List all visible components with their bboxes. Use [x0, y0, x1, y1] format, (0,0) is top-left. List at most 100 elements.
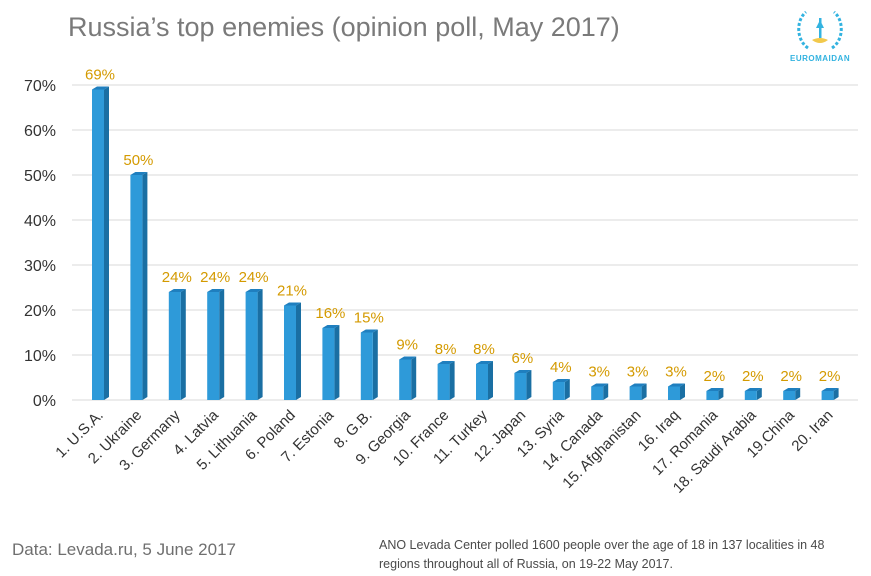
bar-top — [783, 388, 801, 391]
bar — [92, 86, 109, 400]
bar-side — [526, 370, 532, 400]
logo-text: EUROMAIDAN — [790, 54, 851, 63]
bar-side — [603, 383, 609, 400]
y-tick-label: 10% — [24, 348, 56, 365]
bar-front — [514, 373, 527, 400]
data-label: 3% — [665, 364, 687, 381]
bar — [245, 289, 263, 400]
data-label: 2% — [704, 368, 726, 385]
bar-front — [207, 292, 220, 400]
bar — [437, 361, 455, 400]
bar-side — [449, 361, 455, 400]
data-label: 24% — [239, 269, 269, 286]
bar — [629, 383, 647, 400]
bar-front — [476, 364, 488, 400]
data-label: 15% — [354, 310, 384, 327]
bar-front — [629, 386, 642, 400]
bar-front — [322, 328, 335, 400]
bar-front — [552, 382, 565, 400]
bar — [514, 370, 532, 400]
bar-front — [783, 391, 796, 400]
bar-front — [437, 364, 450, 400]
y-tick-label: 50% — [24, 168, 56, 185]
bar-front — [744, 391, 757, 400]
bar — [552, 379, 570, 400]
bar-side — [488, 361, 493, 400]
data-label: 24% — [162, 269, 192, 286]
bar-side — [104, 86, 109, 400]
data-label: 4% — [550, 359, 572, 376]
bar-top — [821, 388, 839, 391]
bar — [668, 383, 685, 400]
bar-top — [437, 361, 455, 364]
bar-top — [744, 388, 762, 391]
bar-front — [168, 292, 181, 400]
data-label: 50% — [123, 152, 153, 169]
bar-top — [591, 383, 609, 387]
y-tick-label: 30% — [24, 258, 56, 275]
bar-side — [219, 289, 225, 400]
bar-front — [92, 89, 104, 400]
bar-top — [245, 289, 263, 292]
bar-side — [833, 388, 839, 400]
bar-side — [641, 383, 647, 400]
y-tick-label: 20% — [24, 303, 56, 320]
data-label: 3% — [627, 364, 649, 381]
methodology-note: ANO Levada Center polled 1600 people ove… — [379, 538, 825, 571]
bar-top — [130, 172, 148, 175]
bar-top — [706, 388, 724, 391]
bar — [744, 388, 762, 400]
bar-front — [668, 386, 680, 400]
chart-title: Russia’s top enemies (opinion poll, May … — [68, 12, 620, 42]
bar-side — [142, 172, 148, 400]
bar-side — [795, 388, 801, 400]
bar-front — [591, 386, 604, 400]
bar — [399, 356, 417, 400]
bar — [207, 289, 225, 400]
data-label: 24% — [200, 269, 230, 286]
bar — [130, 172, 148, 400]
bar-front — [399, 359, 412, 400]
bar-front — [245, 292, 258, 400]
bar-top — [168, 289, 186, 292]
data-label: 2% — [742, 368, 764, 385]
laurel-wreath-icon — [797, 10, 843, 50]
data-label: 16% — [315, 305, 345, 322]
bar — [168, 289, 186, 400]
bar-top — [668, 383, 685, 387]
data-label: 2% — [819, 368, 841, 385]
bar-side — [257, 289, 263, 400]
data-label: 21% — [277, 283, 307, 300]
bar — [783, 388, 801, 400]
y-tick-label: 0% — [33, 393, 56, 410]
y-tick-label: 40% — [24, 213, 56, 230]
bar-top — [360, 329, 378, 333]
data-label: 8% — [435, 341, 457, 358]
bar-top — [284, 302, 301, 306]
data-label: 3% — [588, 364, 610, 381]
bar-front — [821, 391, 834, 400]
bar-side — [680, 383, 685, 400]
bar — [591, 383, 609, 400]
bar — [706, 388, 724, 400]
bar-top — [514, 370, 532, 373]
data-label: 69% — [85, 67, 115, 84]
bar-side — [296, 302, 301, 400]
data-label: 6% — [512, 350, 534, 367]
source-text: Data: Levada.ru, 5 June 2017 — [12, 540, 236, 559]
bar — [360, 329, 378, 400]
bar-side — [334, 325, 340, 400]
bar-side — [372, 329, 378, 400]
y-tick-label: 60% — [24, 123, 56, 140]
bar-top — [399, 356, 417, 360]
bar-side — [718, 388, 724, 400]
data-label: 8% — [473, 341, 495, 358]
bar-top — [92, 86, 109, 90]
bar — [284, 302, 301, 400]
bar-side — [180, 289, 186, 400]
bar-side — [756, 388, 762, 400]
bar-top — [476, 361, 493, 364]
bar-front — [284, 305, 296, 400]
y-tick-label: 70% — [24, 78, 56, 95]
